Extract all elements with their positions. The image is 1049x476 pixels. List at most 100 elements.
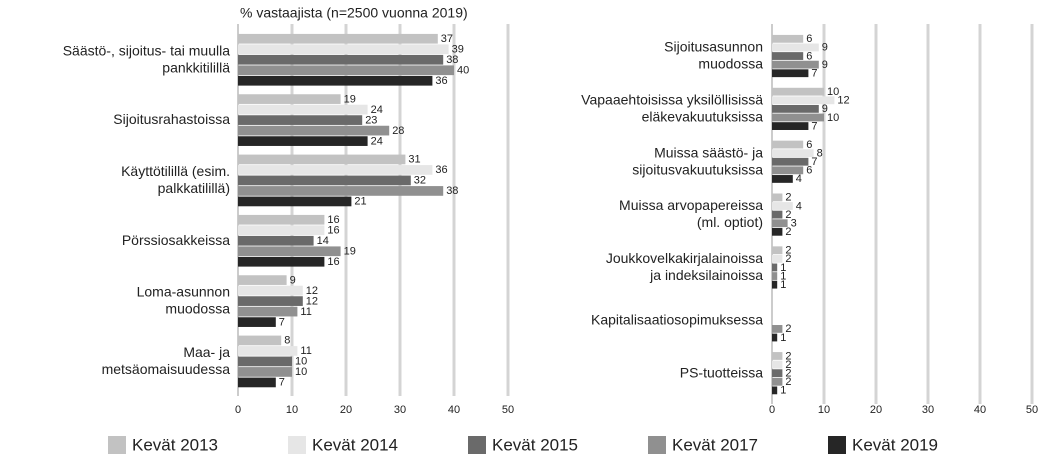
bar	[238, 94, 341, 104]
value-label: 6	[806, 165, 812, 177]
legend-label: Kevät 2017	[672, 435, 758, 454]
value-label: 37	[441, 33, 453, 45]
x-tick-label: 10	[818, 404, 830, 416]
value-label: 16	[327, 256, 339, 268]
bar	[238, 75, 433, 86]
value-label: 2	[785, 359, 791, 371]
category-label: Sijoitusasunnon	[664, 39, 763, 55]
value-label: 38	[446, 54, 458, 66]
category-label: pankkitilillä	[162, 59, 230, 75]
x-tick-label: 30	[394, 404, 406, 416]
bar	[772, 166, 804, 175]
bar	[238, 186, 444, 196]
value-label: 24	[371, 135, 383, 147]
category-label: Pörssiosakkeissa	[122, 232, 230, 248]
value-label: 7	[811, 120, 817, 132]
chart-title: % vastaajista (n=2500 vuonna 2019)	[240, 5, 468, 21]
x-tick-label: 30	[922, 404, 934, 416]
value-label: 2	[785, 253, 791, 265]
bar	[238, 136, 368, 146]
category-label: PS-tuotteissa	[680, 364, 763, 380]
legend-swatch	[468, 436, 486, 454]
category-label: metsäomaisuudessa	[102, 361, 231, 377]
bar	[772, 69, 809, 78]
bar	[238, 246, 341, 257]
bar	[772, 149, 814, 158]
value-label: 10	[295, 366, 307, 378]
bar	[238, 54, 444, 65]
category-label: Säästö-, sijoitus- tai muulla	[63, 42, 231, 58]
bar	[238, 235, 314, 246]
bar	[772, 210, 783, 219]
x-tick-label: 50	[502, 404, 514, 416]
bar	[238, 125, 390, 136]
value-label: 12	[306, 285, 318, 297]
category-label: Vapaaehtoisissa yksilöllisissä	[581, 91, 763, 107]
value-label: 12	[306, 295, 318, 307]
value-label: 2	[785, 209, 791, 221]
category-label: sijoitusvakuutuksissa	[632, 161, 763, 177]
value-label: 9	[822, 42, 828, 54]
bar	[772, 140, 804, 149]
legend-swatch	[288, 436, 306, 454]
bar	[772, 193, 783, 202]
value-label: 7	[811, 68, 817, 80]
value-label: 19	[344, 246, 356, 258]
category-label: Joukkovelkakirjalainoissa	[606, 250, 763, 266]
bar	[772, 52, 804, 60]
value-label: 6	[806, 139, 812, 151]
value-label: 10	[827, 86, 839, 98]
bar	[238, 175, 411, 186]
legend-swatch	[108, 436, 126, 454]
bar	[238, 356, 292, 367]
value-label: 31	[408, 154, 420, 166]
bar	[238, 225, 325, 236]
value-label: 19	[344, 93, 356, 105]
value-label: 2	[785, 192, 791, 204]
bar	[772, 87, 824, 96]
value-label: 2	[785, 367, 791, 379]
bar	[772, 113, 824, 122]
bar	[238, 377, 276, 388]
category-label: muodossa	[698, 56, 763, 72]
value-label: 1	[780, 279, 786, 291]
value-label: 2	[785, 350, 791, 362]
category-label: Muissa arvopapereissa	[619, 197, 763, 213]
category-label: Käyttötilillä (esim.	[121, 163, 230, 179]
value-label: 10	[295, 356, 307, 368]
value-label: 38	[446, 185, 458, 197]
value-label: 2	[785, 323, 791, 335]
category-label: palkkatilillä)	[158, 180, 230, 196]
bar	[772, 202, 793, 210]
value-label: 36	[435, 75, 447, 87]
category-label: Loma-asunnon	[137, 284, 230, 300]
value-label: 8	[817, 147, 823, 159]
bar	[772, 175, 793, 183]
bar	[772, 60, 819, 69]
bar	[238, 165, 433, 175]
x-tick-label: 10	[286, 404, 298, 416]
x-tick-label: 20	[340, 404, 352, 416]
value-label: 28	[392, 125, 404, 137]
bar	[772, 157, 809, 166]
x-tick-label: 40	[974, 404, 986, 416]
value-label: 4	[796, 200, 802, 212]
x-tick-label: 40	[448, 404, 460, 416]
value-label: 2	[785, 245, 791, 257]
bar	[772, 280, 778, 289]
bar	[238, 296, 303, 306]
value-label: 1	[780, 270, 786, 282]
value-label: 40	[457, 65, 469, 77]
value-label: 39	[452, 44, 464, 56]
x-tick-label: 20	[870, 404, 882, 416]
bar	[772, 104, 819, 113]
category-label: (ml. optiot)	[697, 214, 763, 230]
value-label: 7	[279, 316, 285, 328]
bar	[238, 65, 454, 76]
category-label: Sijoitusrahastoissa	[113, 111, 230, 127]
category-label: Muissa säästö- ja	[654, 144, 763, 160]
bar	[772, 360, 783, 369]
bar	[772, 254, 783, 263]
value-label: 1	[780, 332, 786, 344]
category-label: eläkevakuutuksissa	[642, 108, 764, 124]
